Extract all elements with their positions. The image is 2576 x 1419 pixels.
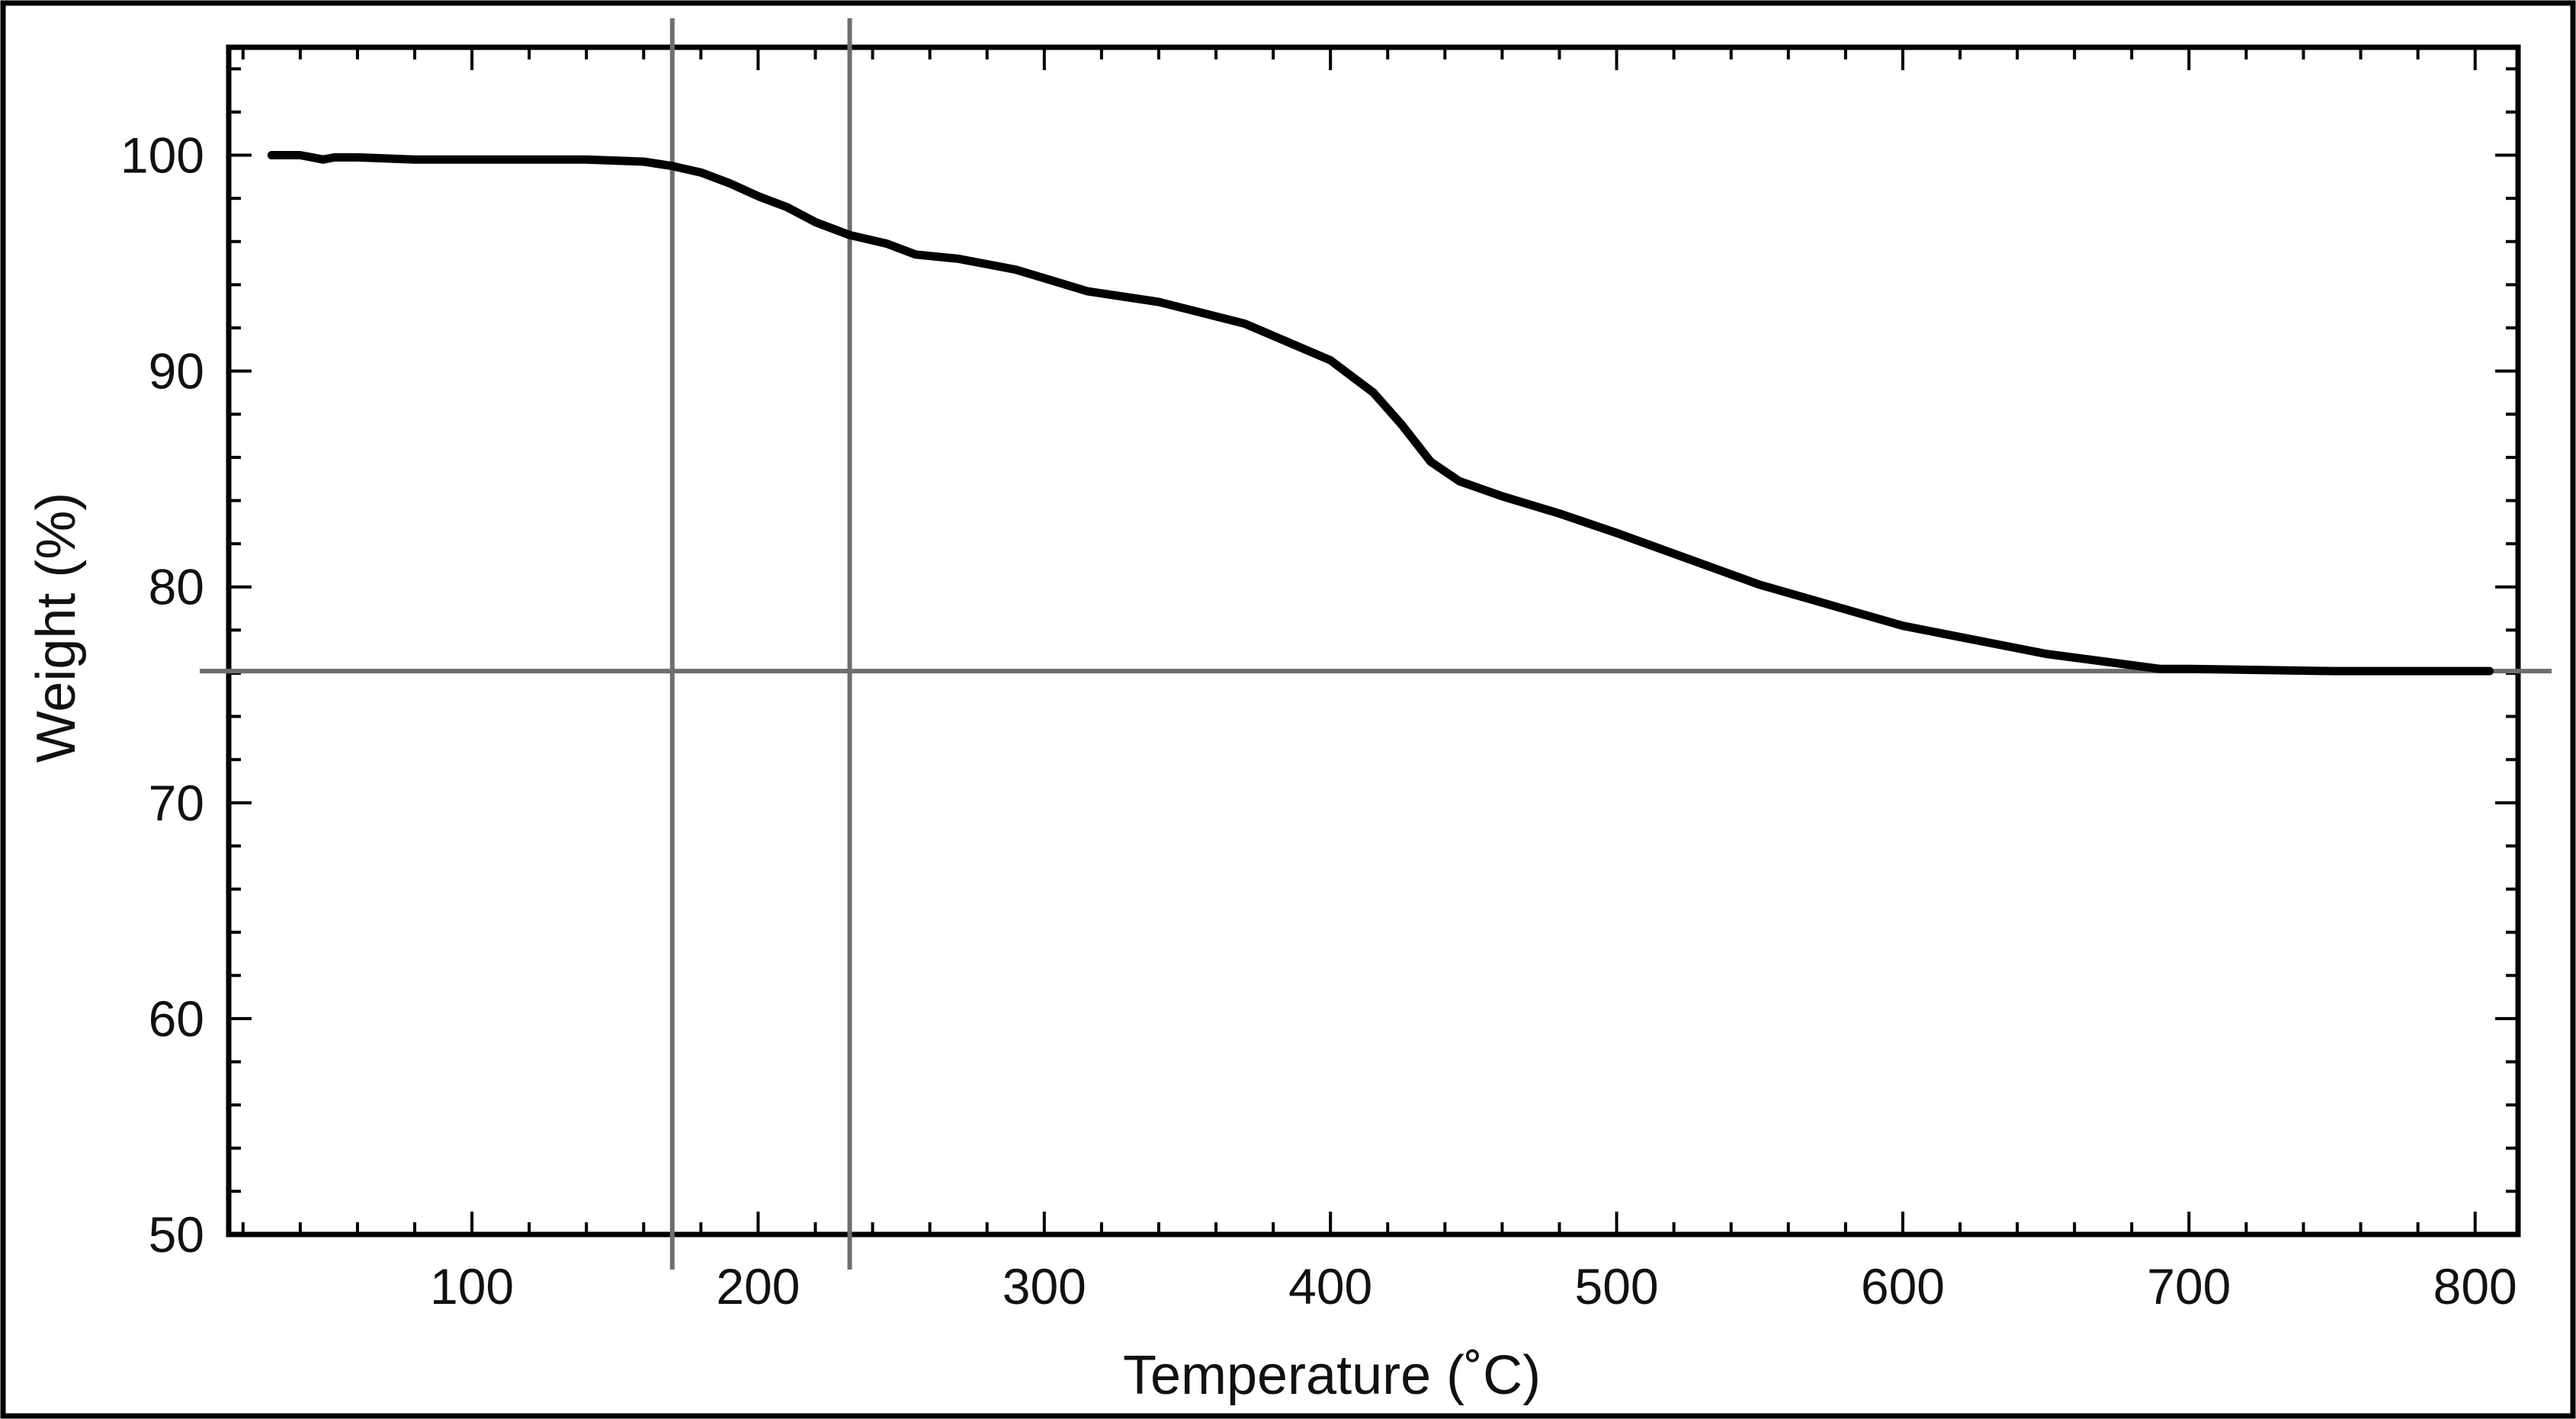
x-tick-label: 300 [1002, 1258, 1086, 1315]
x-tick-label: 200 [716, 1258, 800, 1315]
axis-ticks: 100 200 300 400 500 600 700 800 50 60 70 80 90 100 [120, 47, 2518, 1315]
x-tick-label: 600 [1861, 1258, 1945, 1315]
x-tick-label: 700 [2147, 1258, 2231, 1315]
y-tick-label: 80 [149, 559, 204, 615]
plot-frame [226, 44, 2521, 1238]
y-tick-label: 100 [120, 127, 204, 184]
y-tick-label: 60 [149, 990, 204, 1047]
y-tick-label: 50 [149, 1206, 204, 1263]
reference-lines [200, 18, 2552, 1270]
x-tick-label: 500 [1575, 1258, 1659, 1315]
x-tick-label: 400 [1288, 1258, 1372, 1315]
x-tick-label: 100 [430, 1258, 514, 1315]
x-tick-label: 800 [2433, 1258, 2517, 1315]
y-tick-label: 70 [149, 775, 204, 831]
y-tick-label: 90 [149, 343, 204, 400]
y-axis-label: Weight (%) [26, 493, 87, 763]
x-axis-label: Temperature (˚C) [1123, 1345, 1541, 1406]
weight-curve [267, 151, 2494, 676]
